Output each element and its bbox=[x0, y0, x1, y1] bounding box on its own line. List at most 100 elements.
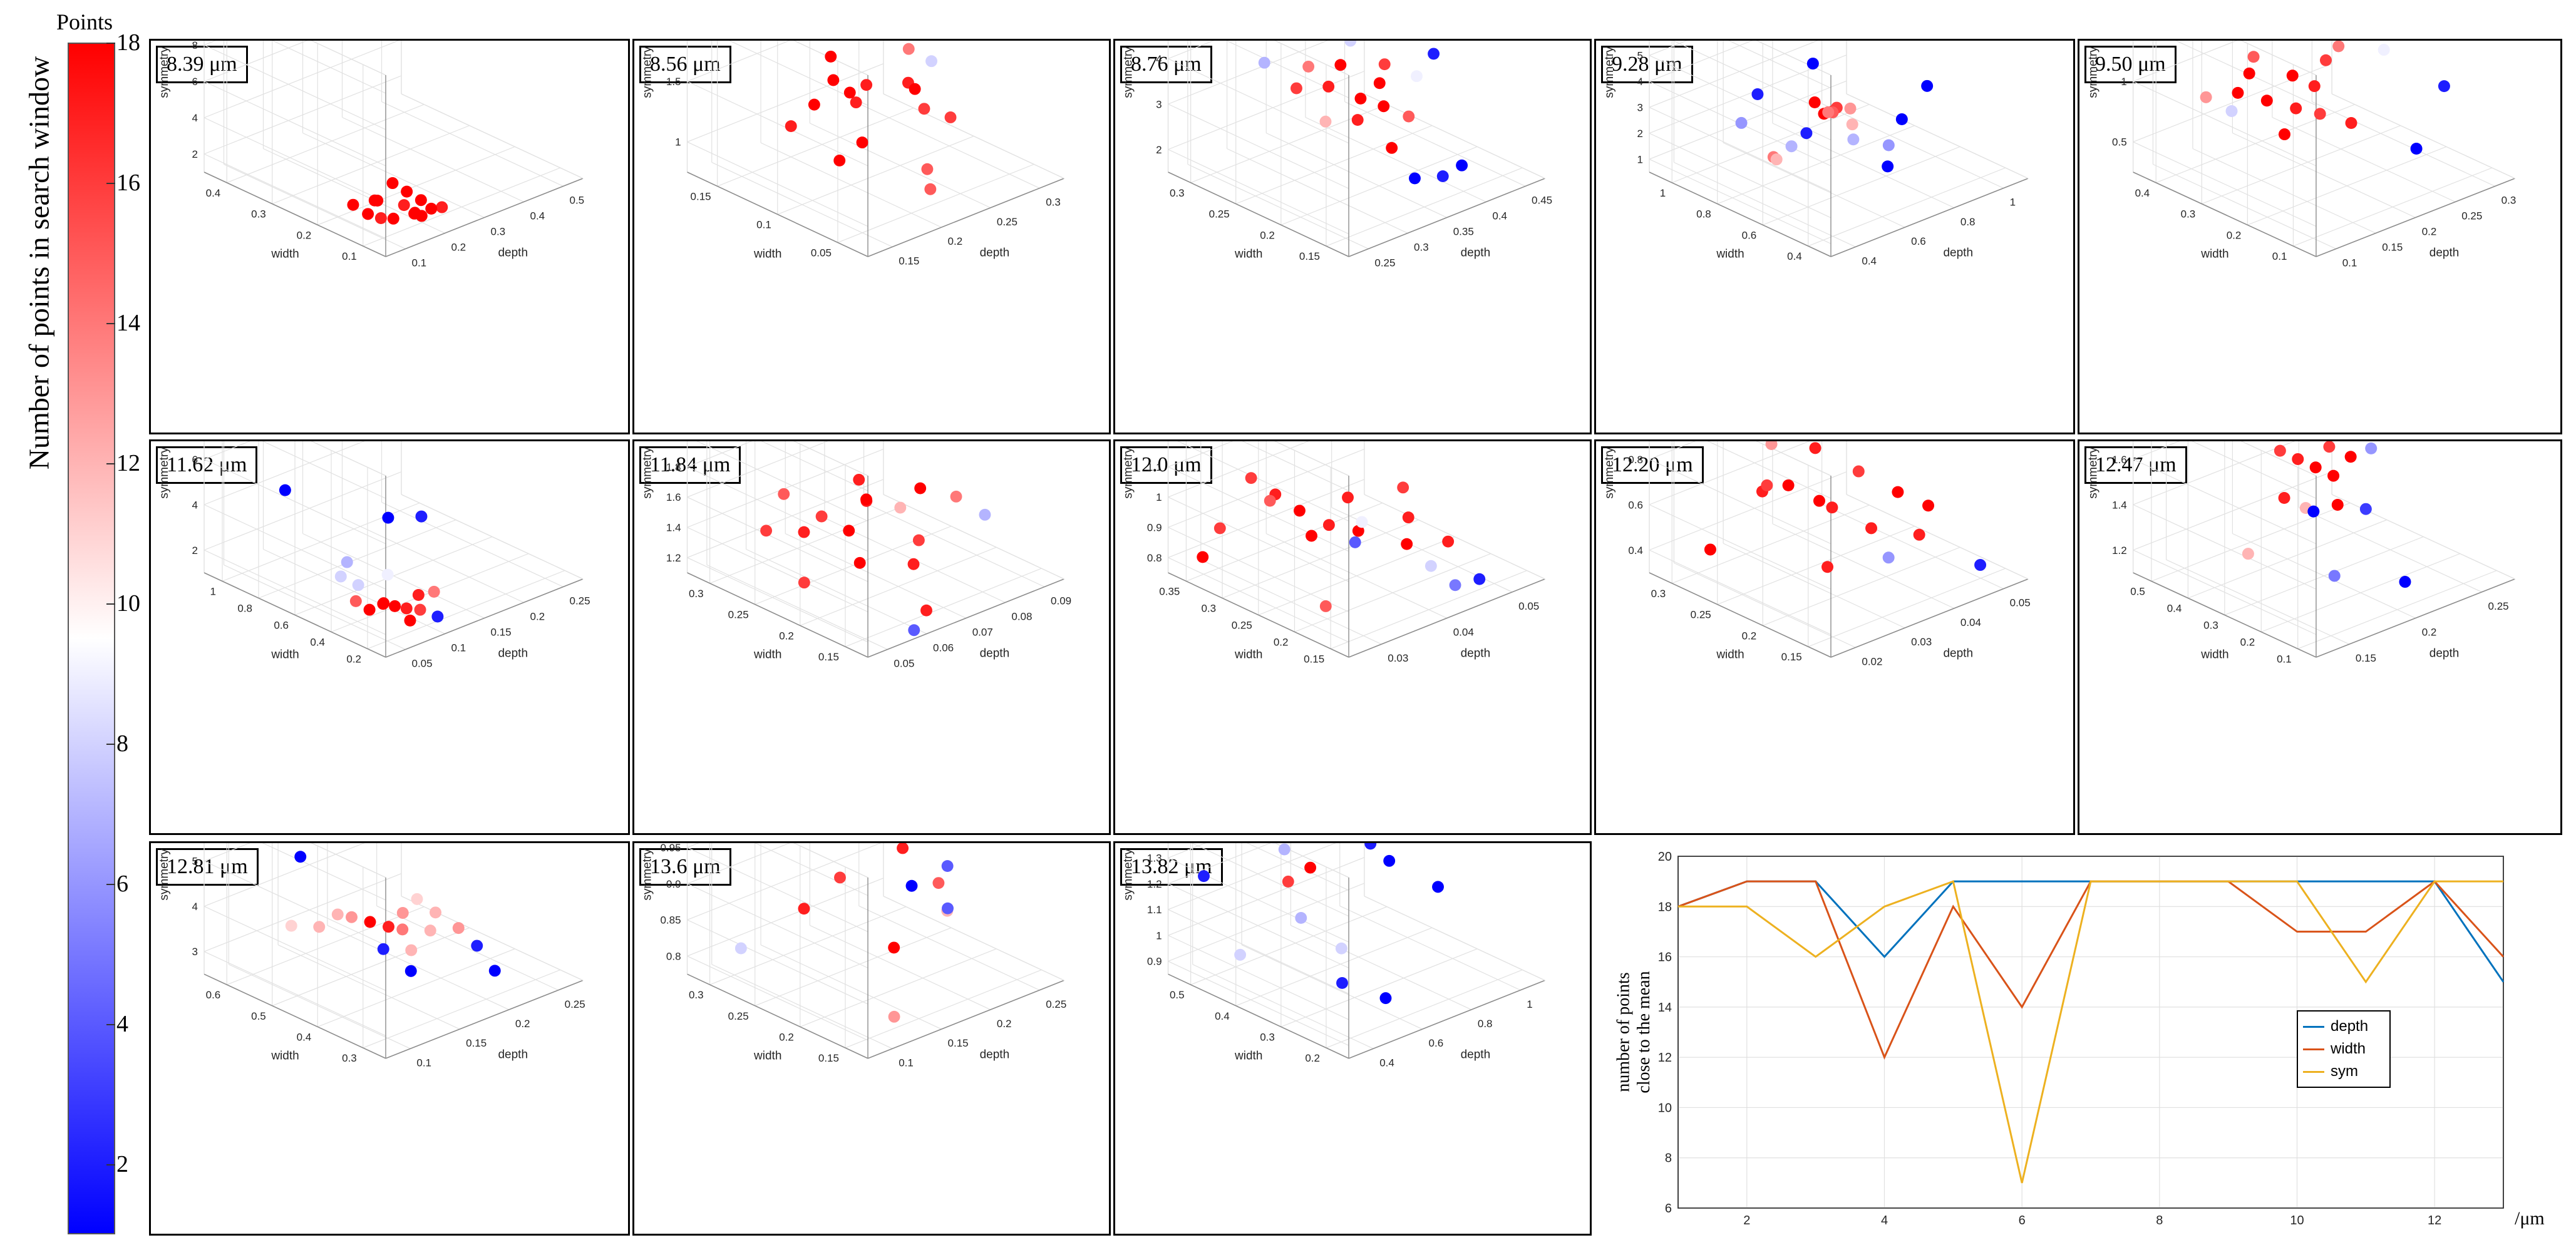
grid-line bbox=[294, 536, 493, 616]
grid-line bbox=[376, 905, 559, 991]
grid-line bbox=[687, 973, 868, 1059]
colorbar-tick-mark bbox=[106, 884, 115, 885]
scatter-point bbox=[2345, 116, 2357, 129]
scatter-point bbox=[902, 43, 915, 55]
scatter-point bbox=[436, 201, 448, 213]
scatter-point bbox=[2242, 548, 2254, 560]
scatter-point bbox=[1386, 141, 1398, 154]
y-tick-label: 0.3 bbox=[689, 989, 704, 1001]
scatter-point bbox=[364, 916, 376, 928]
scatter-point bbox=[1302, 60, 1315, 73]
scatter-point bbox=[1364, 843, 1377, 850]
scatter-point bbox=[405, 944, 418, 956]
grid-line bbox=[1168, 557, 1349, 643]
colorbar-tick-label: 18 bbox=[116, 29, 140, 56]
scatter-point bbox=[1264, 494, 1276, 507]
y-axis-label: width bbox=[1234, 247, 1262, 260]
y-tick-label: 0.2 bbox=[346, 653, 361, 665]
y-tick-label: 0.6 bbox=[274, 620, 289, 632]
z-tick-label: 0.9 bbox=[1147, 956, 1162, 968]
scatter-point bbox=[909, 83, 921, 95]
scatter-point bbox=[1821, 561, 1834, 573]
colorbar-tick-label: 12 bbox=[116, 450, 140, 476]
y-tick-label: 0.25 bbox=[1209, 208, 1230, 220]
scatter-point bbox=[1882, 139, 1895, 151]
scatter-point bbox=[1401, 538, 1413, 550]
grid-line bbox=[2240, 41, 2317, 76]
grid-line bbox=[1672, 104, 1870, 183]
y-tick-label: 18 bbox=[1658, 900, 1672, 914]
grid-line bbox=[1707, 441, 1832, 499]
y-tick-label: 6 bbox=[1665, 1202, 1672, 1216]
scatter-point bbox=[341, 556, 353, 568]
scatter-point bbox=[942, 902, 954, 914]
x-tick-label: 0.35 bbox=[1453, 226, 1474, 238]
line-legend: depth width sym bbox=[2297, 1010, 2391, 1088]
z-tick-label: 0.8 bbox=[1147, 552, 1162, 564]
scatter-point bbox=[2200, 91, 2212, 103]
scatter-panel: 8.39 μm0.10.20.30.40.50.10.20.30.4246810… bbox=[149, 39, 630, 434]
x-tick-label: 0.05 bbox=[1518, 600, 1539, 612]
grid-line bbox=[1846, 93, 2029, 179]
y-tick-label: 0.2 bbox=[779, 630, 794, 642]
x-tick-label: 0.15 bbox=[2356, 652, 2376, 664]
grid-line bbox=[2133, 550, 2317, 635]
panel-title: 12.0 μm bbox=[1120, 446, 1212, 484]
scatter-point bbox=[2328, 570, 2341, 582]
scatter-point bbox=[1322, 80, 1335, 93]
scatter-point bbox=[734, 942, 747, 955]
scatter-panel: 13.82 μm 0.4 0.6 0.8 1 0.2 0.3 0.4 0.5 0.9 1 1.1 1.2… bbox=[1113, 841, 1592, 1236]
scatter-panel: 9.50 μm 0.1 0.15 0.2 0.25 0.3 0.1 0.2 0.3 0.4 0.5 1… bbox=[2078, 39, 2562, 434]
scatter-point bbox=[1271, 843, 1277, 844]
scatter-point bbox=[2243, 67, 2255, 79]
grid-line bbox=[1674, 562, 1856, 648]
grid-line bbox=[204, 471, 402, 551]
grid-line bbox=[204, 550, 386, 635]
scatter-point bbox=[894, 501, 907, 514]
scatter-point bbox=[856, 136, 868, 149]
grid-line bbox=[1168, 496, 1349, 582]
grid-line bbox=[204, 861, 386, 946]
scatter-plot-svg: 0.150.20.250.30.050.10.1511.52depthwidth… bbox=[641, 41, 1064, 267]
grid-line bbox=[687, 441, 753, 468]
y-tick-label: 0.5 bbox=[2130, 586, 2145, 598]
grid-line bbox=[2133, 441, 2295, 505]
scatter-point bbox=[925, 55, 937, 68]
x-axis-label: depth bbox=[980, 647, 1010, 660]
y-tick-label: 0.5 bbox=[251, 1010, 266, 1022]
scatter-point bbox=[2332, 41, 2345, 53]
grid-line bbox=[2133, 41, 2238, 82]
grid-line bbox=[793, 843, 868, 878]
scatter-point bbox=[334, 570, 347, 583]
x-tick-label: 0.8 bbox=[1478, 1018, 1493, 1030]
scatter-point bbox=[941, 860, 954, 873]
legend-label: width bbox=[2331, 1040, 2366, 1057]
scatter-point bbox=[378, 597, 390, 610]
x-tick-label: 0.1 bbox=[416, 1057, 431, 1068]
grid-line bbox=[1808, 167, 2006, 247]
y-axis-label: width bbox=[270, 247, 299, 260]
scatter-point bbox=[411, 893, 423, 905]
x-tick-label: 0.15 bbox=[2382, 242, 2403, 254]
grid-line bbox=[2312, 101, 2495, 187]
grid-line bbox=[2202, 125, 2401, 205]
grid-line bbox=[2153, 163, 2336, 250]
y-tick-label: 0.3 bbox=[342, 1052, 357, 1064]
z-axis-label: symmetry bbox=[1603, 46, 1616, 98]
scatter-point bbox=[382, 511, 394, 524]
grid-line bbox=[2133, 141, 2317, 227]
scatter-point bbox=[331, 908, 344, 921]
scatter-point bbox=[1319, 115, 1332, 128]
grid-line bbox=[1649, 41, 1818, 108]
grid-line bbox=[709, 505, 907, 584]
grid-line bbox=[2175, 41, 2317, 106]
grid-line bbox=[1717, 526, 1915, 605]
grid-line bbox=[204, 441, 251, 460]
scatter-point bbox=[1751, 88, 1764, 100]
panel-title: 9.50 μm bbox=[2084, 46, 2177, 83]
scatter-point bbox=[1921, 79, 1934, 92]
grid-line bbox=[385, 980, 584, 1059]
scatter-point bbox=[1913, 528, 1925, 541]
grid-line bbox=[1649, 459, 1832, 545]
scatter-panel: 9.28 μm0.40.60.810.40.60.811234567depthw… bbox=[1594, 39, 2075, 434]
